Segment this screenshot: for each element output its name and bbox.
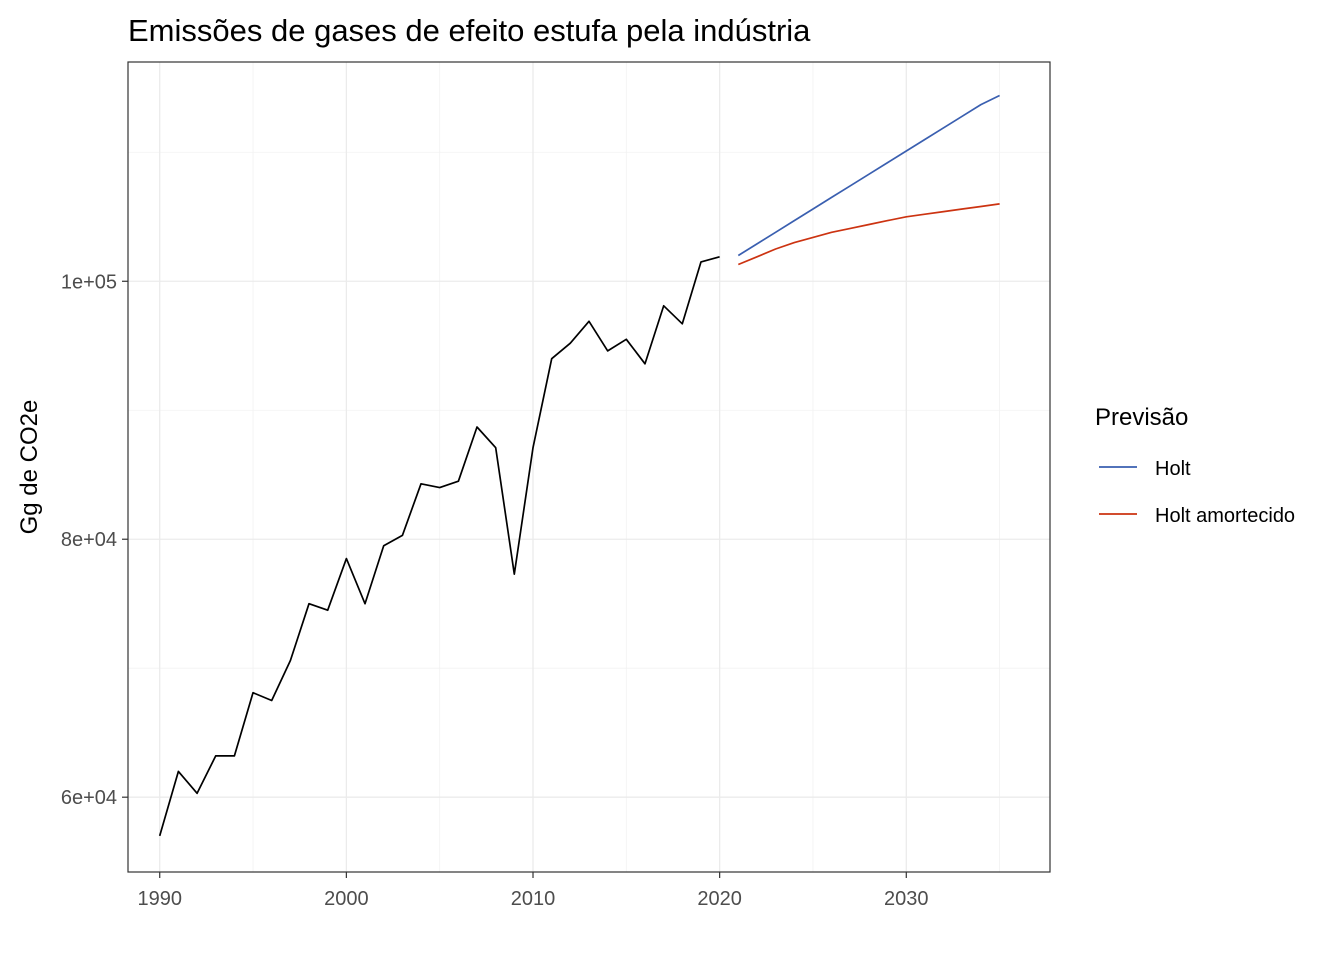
forecast-series-line-holt — [737, 94, 1000, 257]
observed-series-line — [158, 255, 720, 837]
legend-title: Previsão — [1095, 404, 1188, 431]
y-axis: 6e+04 8e+04 1e+05 — [61, 271, 128, 809]
x-axis: 1990 2000 2010 2020 2030 — [137, 872, 929, 910]
x-tick-label: 1990 — [137, 888, 182, 910]
legend-label: Holt — [1155, 458, 1191, 480]
y-axis-title: Gg de CO2e — [16, 400, 43, 535]
x-tick-label: 2010 — [511, 888, 556, 910]
x-tick-label: 2000 — [324, 888, 369, 910]
x-tick-label: 2020 — [697, 888, 742, 910]
y-tick-label: 6e+04 — [61, 787, 117, 809]
plot-panel-border — [127, 61, 1051, 873]
grid — [128, 62, 1050, 872]
y-tick-label: 8e+04 — [61, 529, 117, 551]
legend-label: Holt amortecido — [1155, 505, 1295, 527]
forecast-series-line-holt-amortecido — [737, 203, 1000, 266]
chart-title: Emissões de gases de efeito estufa pela … — [128, 13, 811, 48]
series-layer — [158, 94, 1000, 837]
y-tick-label: 1e+05 — [61, 271, 117, 293]
legend: Previsão Holt Holt amortecido — [1095, 404, 1295, 527]
x-tick-label: 2030 — [884, 888, 929, 910]
